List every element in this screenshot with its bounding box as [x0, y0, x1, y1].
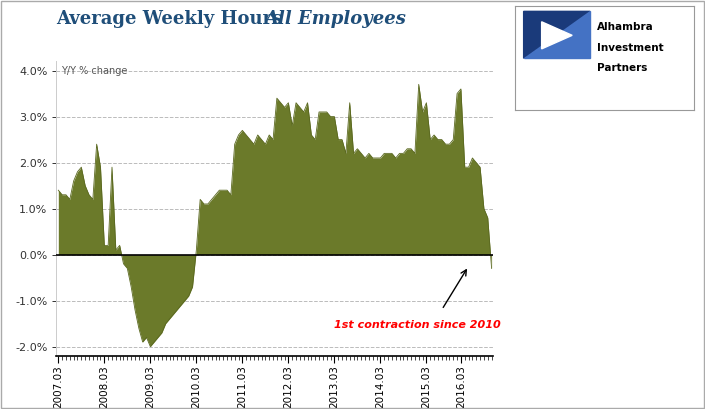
Text: Alhambra: Alhambra: [597, 22, 654, 32]
Text: Investment: Investment: [597, 43, 664, 53]
Text: Average Weekly Hours: Average Weekly Hours: [56, 10, 289, 28]
Text: Partners: Partners: [597, 63, 648, 74]
Text: 1st contraction since 2010: 1st contraction since 2010: [334, 320, 501, 330]
Polygon shape: [524, 11, 590, 58]
Polygon shape: [541, 22, 572, 49]
Polygon shape: [524, 11, 590, 58]
Text: All Employees: All Employees: [264, 10, 406, 28]
Text: Y/Y % change: Y/Y % change: [61, 66, 127, 76]
